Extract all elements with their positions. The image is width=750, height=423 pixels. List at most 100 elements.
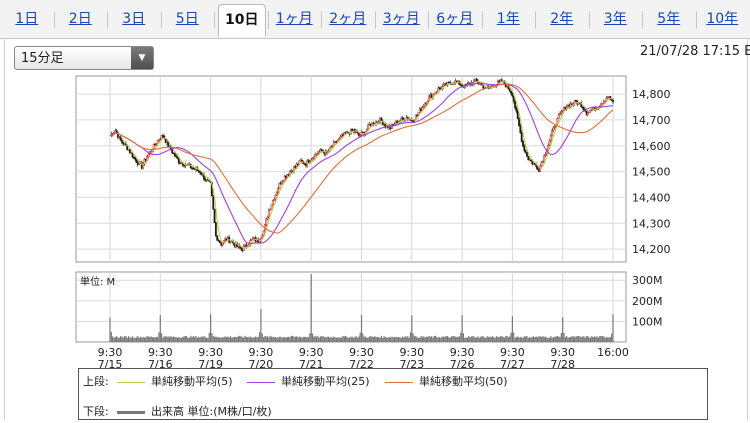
volume-plot-area	[75, 271, 627, 343]
candle	[147, 153, 150, 157]
volume-bar	[382, 337, 384, 342]
tab-3日[interactable]: 3日	[122, 11, 146, 27]
volume-bar	[137, 336, 139, 342]
volume-bar	[114, 336, 116, 342]
candle	[496, 80, 499, 85]
tab-3年[interactable]: 3年	[603, 11, 627, 27]
tab-10日[interactable]: 10日	[218, 4, 266, 37]
candle	[563, 106, 565, 111]
candle	[163, 135, 166, 139]
volume-bar	[338, 337, 340, 342]
volume-bar	[284, 337, 286, 342]
volume-bar	[341, 337, 343, 342]
candle	[193, 168, 196, 170]
tab-1年[interactable]: 1年	[496, 11, 520, 27]
candle	[275, 191, 278, 196]
candle	[461, 84, 464, 87]
volume-bar	[127, 336, 130, 342]
volume-bar	[517, 336, 519, 342]
candle	[218, 240, 221, 243]
tab-3ヶ月[interactable]: 3ヶ月	[382, 11, 420, 27]
candle	[130, 152, 133, 155]
volume-bar	[431, 336, 433, 342]
volume-bar	[119, 336, 122, 342]
volume-bar	[337, 337, 339, 342]
interval-select[interactable]: 15分足 ▼	[14, 46, 154, 70]
candle	[425, 103, 428, 105]
legend-volume: 出来高 単位:(M株/口/枚)	[117, 403, 272, 419]
volume-bar	[559, 336, 561, 342]
tab-1日[interactable]: 1日	[15, 11, 39, 27]
volume-bar	[191, 337, 193, 342]
tab-2日[interactable]: 2日	[68, 11, 92, 27]
candle	[355, 131, 358, 133]
candle	[422, 106, 425, 108]
candle	[217, 240, 220, 242]
volume-bar	[285, 337, 287, 342]
volume-bar	[166, 336, 168, 342]
volume-bar	[198, 337, 200, 342]
candle	[586, 112, 589, 115]
volume-bar	[584, 337, 586, 342]
tab-separator	[214, 11, 215, 29]
volume-bar	[265, 336, 267, 342]
tab-2年[interactable]: 2年	[550, 11, 574, 27]
volume-bar	[360, 315, 363, 342]
tab-2ヶ月[interactable]: 2ヶ月	[329, 11, 367, 27]
tab-separator	[535, 11, 536, 29]
volume-bar	[502, 336, 504, 342]
volume-bar	[210, 314, 212, 342]
triangle-down-icon[interactable]: ▼	[131, 47, 153, 69]
candle	[213, 208, 216, 223]
volume-bar	[155, 336, 157, 342]
candle	[225, 238, 228, 241]
volume-bar	[256, 337, 258, 342]
volume-bar	[551, 337, 553, 342]
volume-bar	[300, 336, 302, 342]
candle	[520, 132, 523, 142]
candle	[224, 238, 227, 241]
tab-5日[interactable]: 5日	[175, 11, 199, 27]
volume-bar	[280, 336, 282, 342]
volume-bar	[539, 336, 541, 342]
candle	[158, 139, 160, 142]
volume-bar	[172, 336, 175, 342]
volume-bar	[211, 333, 213, 342]
volume-bar	[450, 336, 453, 342]
volume-bar	[474, 337, 476, 342]
candle	[201, 174, 204, 176]
candle	[123, 142, 126, 145]
volume-bar	[388, 336, 390, 342]
volume-bar	[445, 336, 447, 342]
candle	[205, 179, 208, 181]
candle	[524, 150, 527, 153]
tab-10年[interactable]: 10年	[706, 11, 739, 27]
volume-bar	[345, 335, 347, 342]
volume-bar	[556, 336, 559, 342]
tab-6ヶ月[interactable]: 6ヶ月	[436, 11, 474, 27]
volume-bar	[477, 336, 479, 342]
candle	[575, 100, 577, 102]
volume-bar	[600, 335, 602, 342]
candle	[601, 103, 604, 105]
volume-bar	[260, 309, 262, 342]
volume-bar	[247, 337, 249, 342]
tab-5年[interactable]: 5年	[657, 11, 681, 27]
candle	[420, 108, 422, 112]
volume-bar	[232, 337, 234, 342]
tab-1ヶ月[interactable]: 1ヶ月	[275, 11, 313, 27]
candle	[608, 96, 610, 98]
volume-bar	[354, 336, 356, 342]
volume-bar	[376, 336, 378, 342]
volume-bar	[348, 337, 351, 342]
volume-bar	[470, 336, 472, 342]
candle	[295, 163, 298, 167]
candle	[118, 135, 121, 138]
candle	[136, 162, 139, 165]
volume-bar	[176, 337, 179, 342]
volume-bar	[233, 336, 236, 342]
volume-tick-label: 100M	[632, 315, 663, 328]
volume-bar	[317, 335, 319, 342]
volume-bar	[355, 336, 357, 342]
candle	[511, 93, 514, 97]
